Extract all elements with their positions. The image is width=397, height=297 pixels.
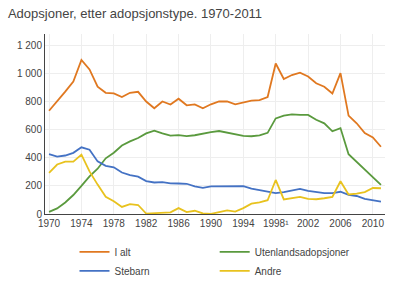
- svg-text:1974: 1974: [70, 218, 93, 229]
- svg-text:600: 600: [25, 124, 42, 135]
- svg-text:1990: 1990: [200, 218, 223, 229]
- svg-text:I alt: I alt: [115, 247, 131, 258]
- svg-text:800: 800: [25, 96, 42, 107]
- svg-text:Andre: Andre: [255, 266, 282, 277]
- svg-text:2002: 2002: [297, 218, 320, 229]
- svg-text:2006: 2006: [329, 218, 352, 229]
- svg-text:Stebarn: Stebarn: [115, 266, 150, 277]
- svg-text:Adopsjoner, etter adopsjonstyp: Adopsjoner, etter adopsjonstype. 1970-20…: [8, 6, 262, 21]
- svg-text:1994: 1994: [232, 218, 255, 229]
- svg-text:2010: 2010: [362, 218, 385, 229]
- svg-text:Utenlandsadopsjoner: Utenlandsadopsjoner: [255, 247, 350, 258]
- svg-text:1998¹: 1998¹: [263, 218, 289, 229]
- svg-text:1 200: 1 200: [17, 40, 42, 51]
- svg-text:1986: 1986: [167, 218, 190, 229]
- svg-text:0: 0: [36, 209, 42, 220]
- svg-text:1 000: 1 000: [17, 68, 42, 79]
- svg-text:1982: 1982: [135, 218, 158, 229]
- svg-text:1978: 1978: [103, 218, 126, 229]
- svg-text:1970: 1970: [38, 218, 61, 229]
- svg-text:400: 400: [25, 152, 42, 163]
- svg-text:200: 200: [25, 180, 42, 191]
